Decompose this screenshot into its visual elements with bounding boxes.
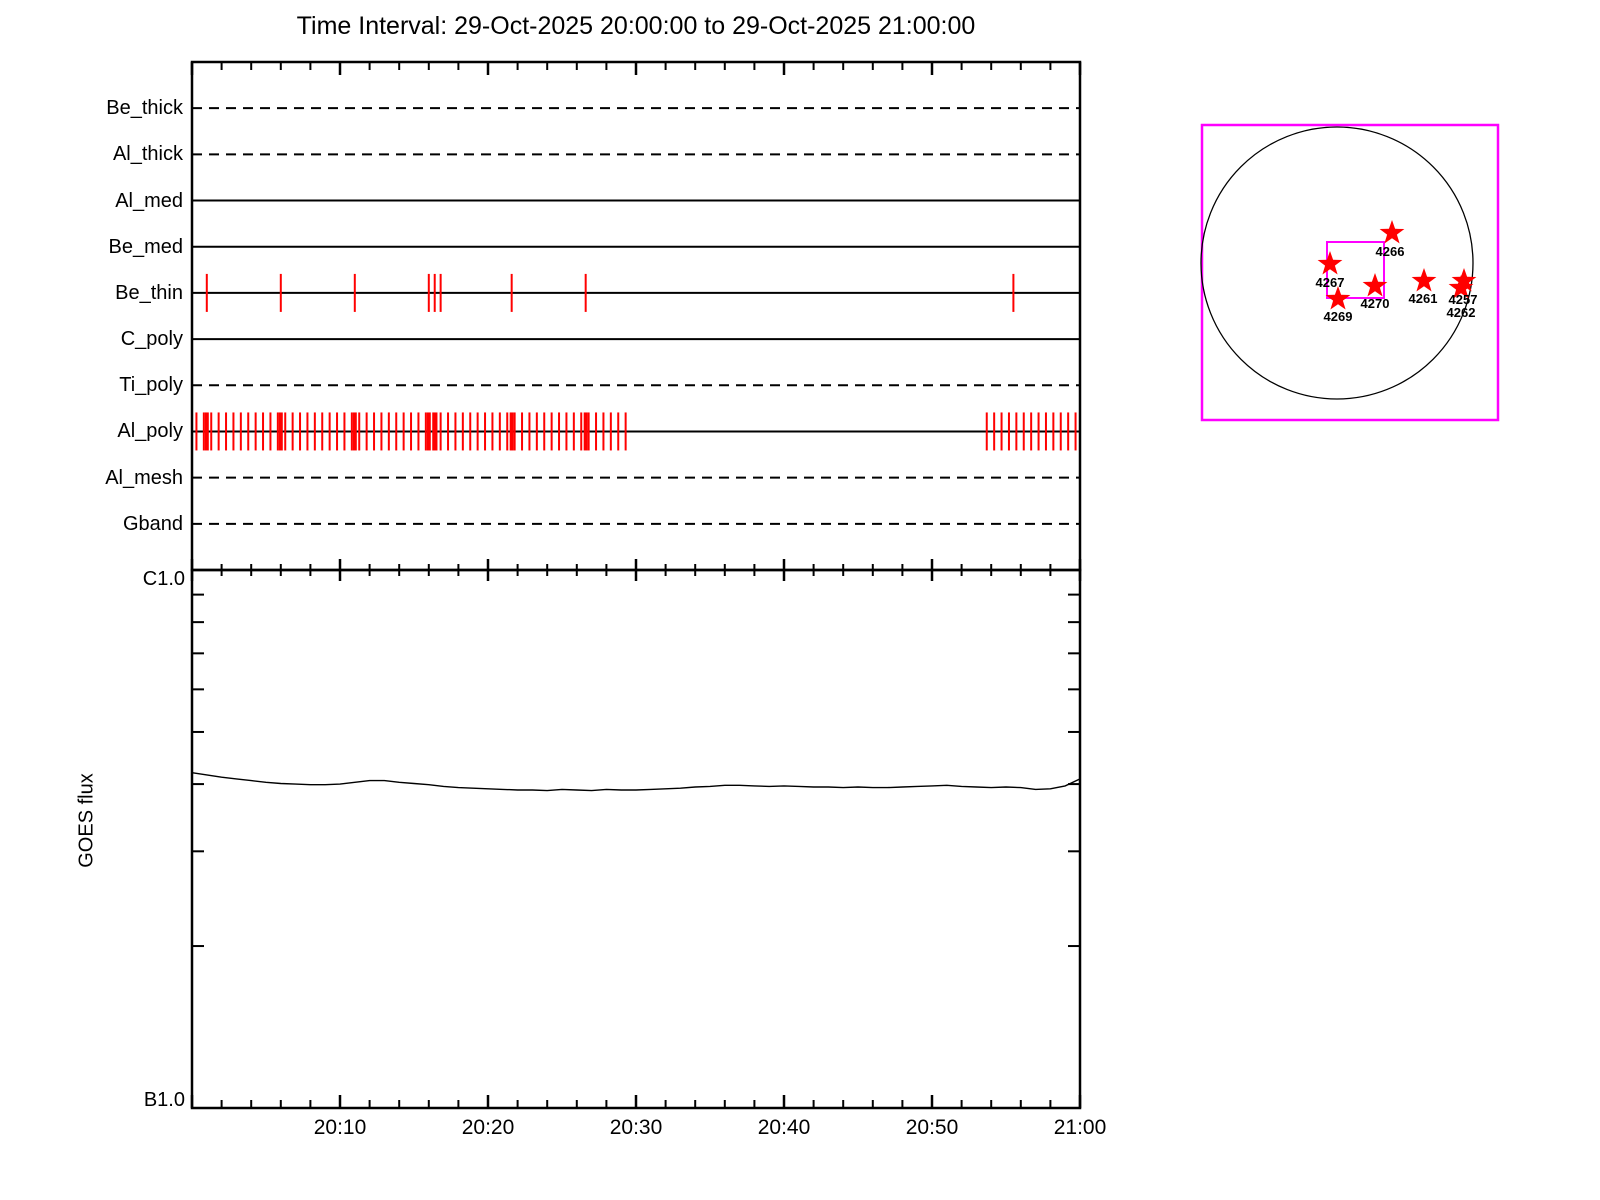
filter-label-ti-poly: Ti_poly xyxy=(119,374,183,397)
goes-y-max-label: C1.0 xyxy=(142,568,185,590)
filter-label-al-med: Al_med xyxy=(115,189,183,212)
active-region-star xyxy=(1411,268,1437,292)
x-tick-2030: 20:30 xyxy=(609,1116,663,1139)
active-region-label-4270: 4270 xyxy=(1360,296,1390,311)
active-region-star xyxy=(1379,220,1405,244)
filter-label-be-med: Be_med xyxy=(108,235,184,258)
goes-y-min-label: B1.0 xyxy=(143,1089,185,1111)
x-tick-2040: 20:40 xyxy=(757,1116,811,1139)
filter-label-be-thick: Be_thick xyxy=(106,97,183,120)
filter-label-al-thick: Al_thick xyxy=(112,143,183,166)
filter-label-be-thin: Be_thin xyxy=(115,281,183,304)
active-region-star xyxy=(1362,273,1388,297)
chart-title: Time Interval: 29-Oct-2025 20:00:00 to 2… xyxy=(296,12,976,40)
filter-label-c-poly: C_poly xyxy=(120,328,183,351)
x-tick-2100: 21:00 xyxy=(1053,1116,1107,1139)
x-tick-2010: 20:10 xyxy=(313,1116,367,1139)
filter-label-al-poly: Al_poly xyxy=(117,420,183,443)
goes-axis-title: GOES flux xyxy=(75,773,98,868)
x-tick-2050: 20:50 xyxy=(905,1116,959,1139)
active-region-star xyxy=(1317,251,1343,275)
filter-label-gband: Gband xyxy=(122,512,183,535)
active-region-label-4266: 4266 xyxy=(1375,244,1405,259)
active-region-star xyxy=(1451,268,1477,292)
active-region-star xyxy=(1325,286,1351,310)
active-region-label-4261: 4261 xyxy=(1408,291,1438,306)
active-region-label-4257: 4257 xyxy=(1448,292,1478,307)
active-region-label-4269: 4269 xyxy=(1323,309,1353,324)
active-region-star xyxy=(1448,275,1474,299)
filter-label-al-mesh: Al_mesh xyxy=(105,466,183,489)
active-region-label-4262: 4262 xyxy=(1446,305,1476,320)
active-region-label-4267: 4267 xyxy=(1315,275,1345,290)
x-tick-2020: 20:20 xyxy=(461,1116,515,1139)
